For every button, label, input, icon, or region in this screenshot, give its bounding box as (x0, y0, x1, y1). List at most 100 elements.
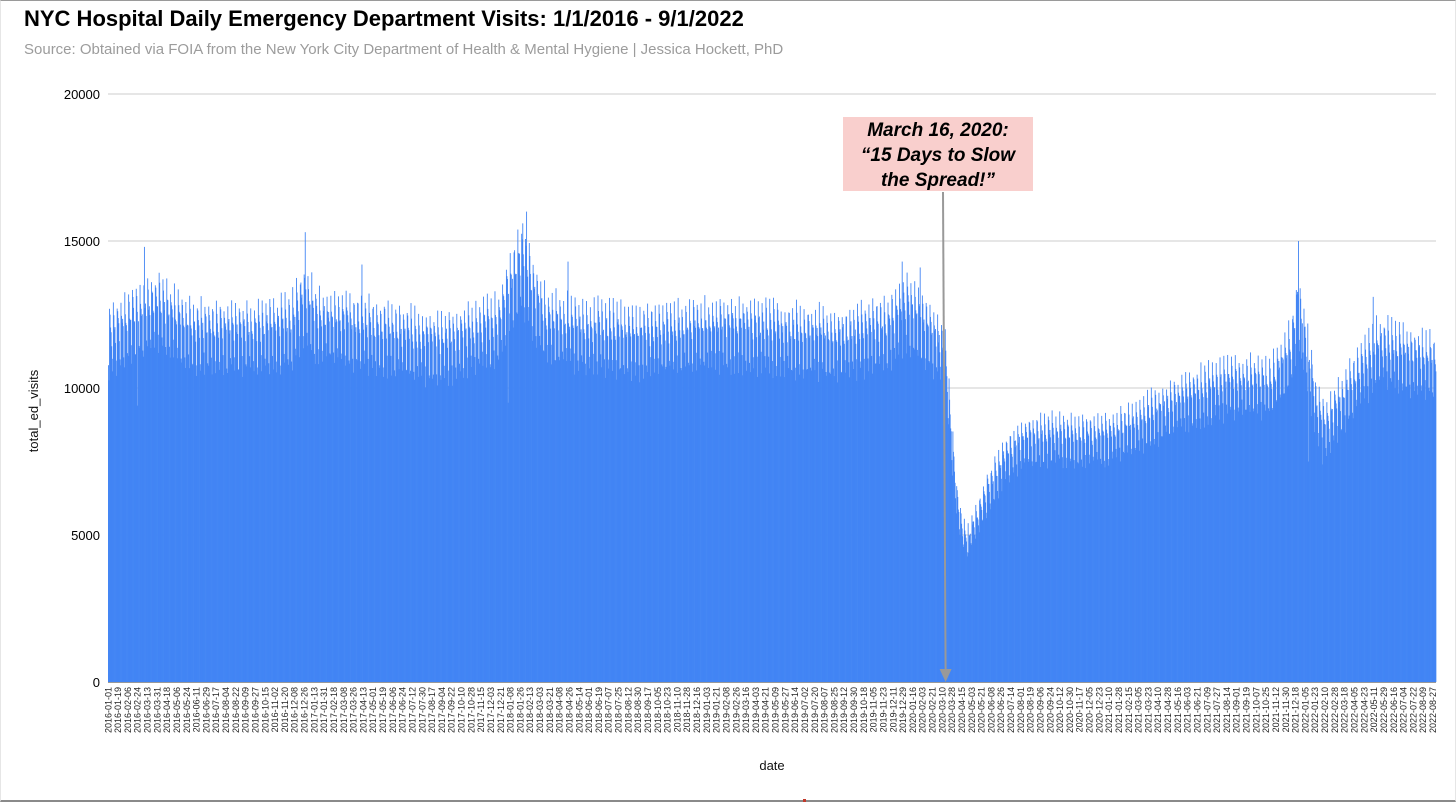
bar (783, 377, 785, 682)
bar (390, 355, 392, 682)
bar (1202, 393, 1204, 682)
bar (1077, 463, 1079, 682)
bar (1010, 447, 1012, 682)
bar (625, 334, 627, 682)
bar (537, 280, 538, 682)
bar (555, 288, 557, 682)
bar (485, 327, 487, 682)
bar (1326, 402, 1328, 682)
bar (900, 311, 902, 682)
bar (1306, 372, 1308, 682)
bar (1021, 433, 1023, 682)
bar (946, 376, 948, 682)
bar (214, 361, 216, 682)
bar (389, 333, 391, 682)
bar (1082, 414, 1084, 682)
bar (1068, 437, 1070, 682)
bar (1166, 398, 1168, 682)
bar (1419, 357, 1421, 682)
bar (795, 299, 797, 682)
x-tick-label: 2022-04-05 (1350, 687, 1360, 733)
bar (339, 321, 341, 682)
bar (1078, 426, 1080, 682)
bar (241, 356, 243, 682)
bar (748, 326, 750, 682)
bar (1309, 368, 1311, 682)
bar (991, 475, 993, 682)
bar (572, 325, 574, 682)
bar (637, 335, 639, 682)
bar (347, 315, 349, 682)
bar (1275, 400, 1277, 682)
bar (941, 330, 943, 682)
bar (223, 311, 225, 682)
bar (923, 322, 924, 682)
bar (1382, 356, 1383, 682)
bar (187, 325, 189, 682)
x-tick-label: 2016-06-29 (201, 687, 211, 733)
bar (1343, 397, 1345, 682)
bar (322, 297, 324, 682)
bar (206, 332, 208, 682)
bar (888, 314, 890, 682)
annotation-arrow (939, 191, 952, 682)
bar (885, 333, 887, 682)
bar (1048, 420, 1050, 682)
bar (631, 381, 633, 682)
bar (772, 361, 773, 682)
bar (1072, 434, 1074, 682)
bar (432, 378, 434, 682)
bar (866, 328, 868, 682)
bar (1431, 359, 1433, 682)
bar (708, 307, 710, 682)
bar (1159, 403, 1160, 682)
bar (1406, 386, 1407, 682)
bar (1184, 431, 1186, 682)
bar (510, 274, 512, 682)
bar (407, 327, 409, 682)
bar (518, 252, 520, 683)
bar (456, 327, 458, 682)
bar (271, 327, 273, 682)
bar (583, 329, 585, 682)
bar (432, 374, 434, 682)
bar (749, 372, 751, 682)
bar (863, 358, 865, 682)
bar (610, 331, 612, 682)
bar (594, 322, 596, 682)
bar (960, 508, 961, 682)
bar (715, 301, 717, 682)
bar (1163, 401, 1165, 682)
bar (697, 309, 699, 682)
bar (559, 306, 561, 682)
bar (1205, 392, 1207, 682)
bar (336, 321, 338, 682)
bar (173, 283, 175, 682)
bar (299, 284, 301, 682)
x-tick-label: 2018-11-10 (672, 687, 682, 732)
bar (1305, 337, 1307, 682)
bar (673, 369, 675, 682)
bar (806, 369, 808, 682)
bar (1284, 332, 1286, 682)
bar (1359, 379, 1361, 682)
bar (508, 293, 510, 682)
bar (1179, 402, 1181, 682)
bar (1358, 373, 1359, 682)
bar (1033, 433, 1035, 682)
bar (888, 315, 890, 682)
bar (1064, 437, 1066, 682)
bar (814, 370, 816, 682)
bar (1241, 414, 1243, 682)
bar (1099, 432, 1100, 682)
bar (925, 370, 927, 682)
bar (762, 329, 764, 682)
bar (1376, 340, 1378, 682)
bar (453, 331, 455, 682)
bar (751, 333, 753, 682)
bar (1401, 354, 1403, 682)
bar (225, 329, 227, 682)
bar (1088, 435, 1090, 682)
x-tick-label: 2017-04-13 (358, 687, 368, 733)
bar (1072, 441, 1074, 682)
